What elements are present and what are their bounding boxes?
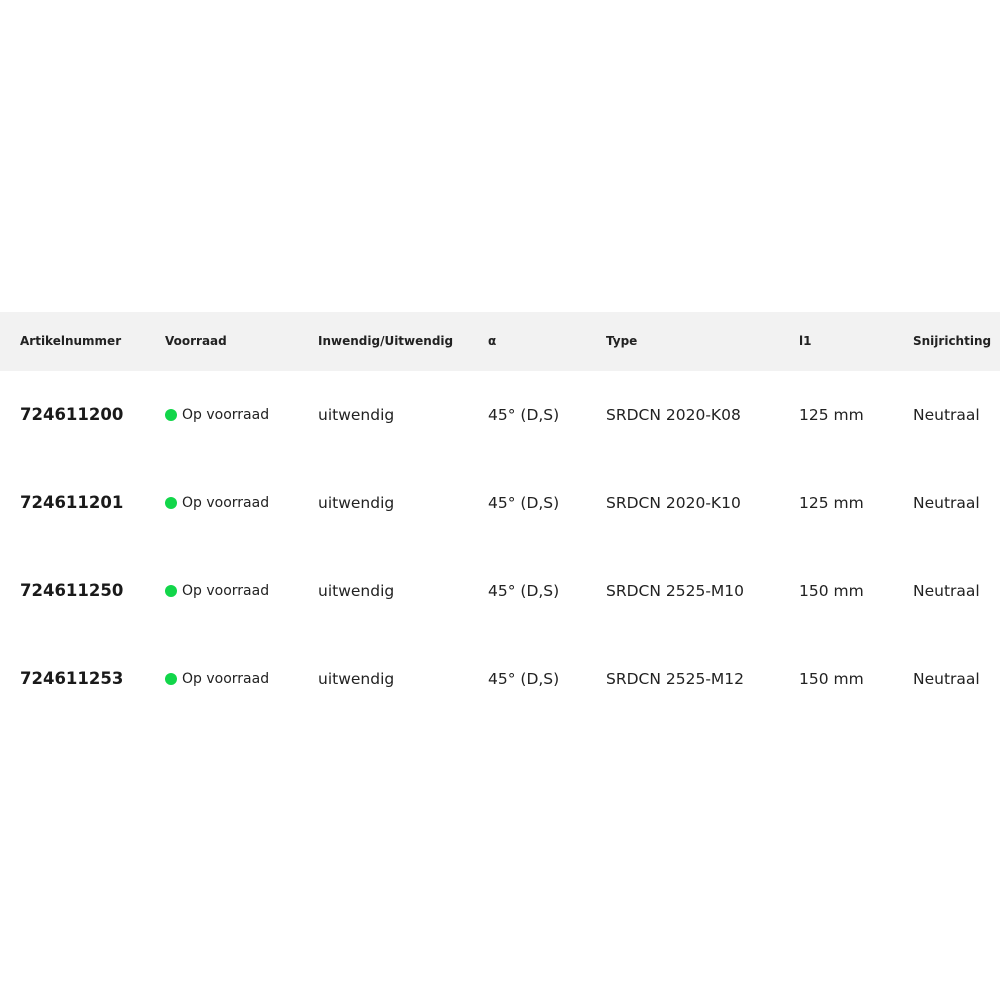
stock-status: Op voorraad bbox=[165, 635, 269, 723]
header-inwendig-uitwendig[interactable]: Inwendig/Uitwendig bbox=[318, 334, 454, 348]
in-stock-dot-icon bbox=[165, 409, 177, 421]
l1-value: 150 mm bbox=[799, 670, 864, 688]
table-row[interactable]: 724611201 Op voorraad uitwendig 45° (D,S… bbox=[0, 459, 1000, 547]
l1-value: 150 mm bbox=[799, 582, 864, 600]
article-number[interactable]: 724611201 bbox=[20, 493, 124, 512]
side-value: uitwendig bbox=[318, 406, 395, 424]
table-header: Artikelnummer Voorraad Inwendig/Uitwendi… bbox=[0, 312, 1000, 371]
angle-value: 45° (D,S) bbox=[488, 670, 560, 688]
direction-value: Neutraal bbox=[913, 670, 980, 688]
direction-value: Neutraal bbox=[913, 582, 980, 600]
l1-value: 125 mm bbox=[799, 406, 864, 424]
header-l1[interactable]: l1 bbox=[799, 334, 812, 348]
header-type[interactable]: Type bbox=[606, 334, 638, 348]
direction-value: Neutraal bbox=[913, 406, 980, 424]
type-value: SRDCN 2525-M12 bbox=[606, 670, 745, 688]
in-stock-dot-icon bbox=[165, 497, 177, 509]
side-value: uitwendig bbox=[318, 670, 395, 688]
in-stock-dot-icon bbox=[165, 585, 177, 597]
article-number[interactable]: 724611200 bbox=[20, 405, 124, 424]
table-row[interactable]: 724611250 Op voorraad uitwendig 45° (D,S… bbox=[0, 547, 1000, 635]
type-value: SRDCN 2020-K08 bbox=[606, 406, 741, 424]
stock-label: Op voorraad bbox=[182, 671, 270, 687]
stock-status: Op voorraad bbox=[165, 547, 269, 635]
angle-value: 45° (D,S) bbox=[488, 406, 560, 424]
stock-label: Op voorraad bbox=[182, 407, 270, 423]
table-row[interactable]: 724611253 Op voorraad uitwendig 45° (D,S… bbox=[0, 635, 1000, 723]
type-value: SRDCN 2020-K10 bbox=[606, 494, 741, 512]
stock-status: Op voorraad bbox=[165, 459, 269, 547]
side-value: uitwendig bbox=[318, 582, 395, 600]
type-value: SRDCN 2525-M10 bbox=[606, 582, 745, 600]
header-artikelnummer[interactable]: Artikelnummer bbox=[20, 334, 122, 348]
article-number[interactable]: 724611250 bbox=[20, 581, 124, 600]
article-number[interactable]: 724611253 bbox=[20, 669, 124, 688]
header-voorraad[interactable]: Voorraad bbox=[165, 334, 227, 348]
header-snijrichting[interactable]: Snijrichting bbox=[913, 334, 992, 348]
table-row[interactable]: 724611200 Op voorraad uitwendig 45° (D,S… bbox=[0, 371, 1000, 459]
angle-value: 45° (D,S) bbox=[488, 582, 560, 600]
stock-label: Op voorraad bbox=[182, 495, 270, 511]
in-stock-dot-icon bbox=[165, 673, 177, 685]
side-value: uitwendig bbox=[318, 494, 395, 512]
l1-value: 125 mm bbox=[799, 494, 864, 512]
stock-status: Op voorraad bbox=[165, 371, 269, 459]
angle-value: 45° (D,S) bbox=[488, 494, 560, 512]
stock-label: Op voorraad bbox=[182, 583, 270, 599]
header-angle[interactable]: α bbox=[488, 334, 497, 348]
direction-value: Neutraal bbox=[913, 494, 980, 512]
